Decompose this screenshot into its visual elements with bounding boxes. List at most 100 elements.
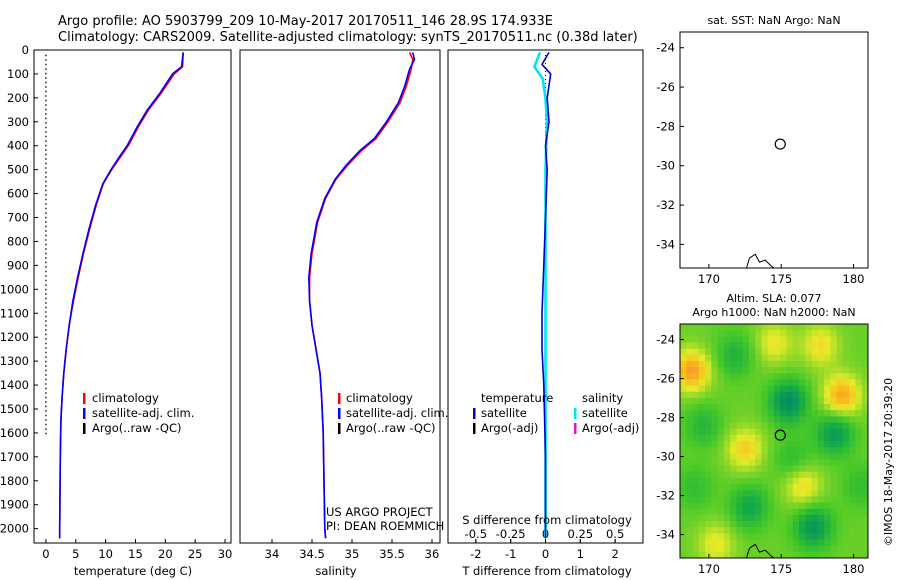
sla-cell: [680, 521, 687, 528]
sla-cell: [824, 342, 831, 350]
sla-cell: [849, 545, 857, 553]
sla-cell: [755, 434, 763, 442]
legend-title-salinity: salinity: [582, 391, 623, 405]
sla-cell: [686, 385, 694, 393]
sla-cell: [774, 434, 781, 442]
salinity-tick-label: 34: [265, 547, 280, 561]
sla-cell: [698, 348, 706, 356]
sla-cell: [761, 373, 769, 381]
sla-cell: [780, 379, 788, 387]
sla-cell: [830, 477, 838, 485]
sla-cell: [755, 496, 763, 504]
sla-cell: [767, 496, 775, 504]
sla-cell: [811, 502, 819, 510]
sla-cell: [811, 539, 819, 547]
sla-cell: [774, 441, 781, 448]
sla-cell: [711, 367, 719, 374]
sla-cell: [705, 360, 712, 368]
sla-cell: [824, 508, 831, 516]
sla-cell: [748, 354, 756, 362]
sla-cell: [824, 502, 831, 510]
sla-cell: [855, 551, 863, 558]
depth-tick-label: 1800: [0, 474, 29, 488]
sla-cell: [855, 434, 863, 442]
sla-cell: [761, 428, 769, 436]
sla-cell: [792, 465, 800, 473]
sla-cell: [792, 484, 800, 491]
sla-cell: [842, 391, 850, 399]
sla-cell: [730, 348, 737, 356]
legend-swatch-argo: [338, 423, 341, 434]
sla-cell: [774, 354, 781, 362]
sla-cell: [730, 416, 737, 424]
sla-cell: [786, 441, 794, 448]
sla-cell: [849, 336, 857, 344]
sla-cell: [792, 342, 800, 350]
sla-cell: [736, 428, 744, 436]
sla-cell: [723, 416, 731, 424]
sla-cell: [736, 453, 744, 461]
sla-cell: [748, 348, 756, 356]
sla-cell: [830, 330, 838, 337]
sla-cell: [849, 521, 857, 528]
sla-cell: [855, 385, 863, 393]
sla-cell: [748, 490, 756, 498]
sla-cell: [861, 533, 868, 541]
sla-cell: [836, 367, 844, 374]
sla-cell: [736, 508, 744, 516]
sla-cell: [799, 508, 806, 516]
temperature-difference-tick-label: 2: [611, 547, 618, 561]
sla-cell: [692, 422, 700, 430]
sla-cell: [780, 551, 788, 558]
sla-cell: [786, 551, 794, 558]
sla-cell: [761, 545, 769, 553]
sla-cell: [705, 391, 712, 399]
sla-cell: [698, 354, 706, 362]
sla-cell: [717, 441, 725, 448]
sla-cell: [811, 545, 819, 553]
sla-cell: [698, 453, 706, 461]
sla-cell: [761, 502, 769, 510]
sla-cell: [830, 502, 838, 510]
sla-cell: [780, 453, 788, 461]
sla-cell: [774, 490, 781, 498]
sla-cell: [711, 391, 719, 399]
sla-cell: [824, 471, 831, 479]
sla-cell: [780, 360, 788, 368]
sla-cell: [723, 330, 731, 337]
sla-cell: [755, 428, 763, 436]
sla-cell: [748, 508, 756, 516]
sla-cell: [817, 539, 825, 547]
sla-cell: [711, 527, 719, 534]
sla-cell: [849, 360, 857, 368]
sla-cell: [698, 539, 706, 547]
sla-cell: [780, 410, 788, 417]
sla-cell: [698, 410, 706, 417]
sla-cell: [730, 354, 737, 362]
sla-cell: [686, 410, 694, 417]
sla-cell: [680, 428, 687, 436]
sla-cell: [680, 422, 687, 430]
sla-cell: [805, 496, 813, 504]
sla-cell: [761, 459, 769, 467]
sla-map-lat-label: -32: [656, 489, 675, 503]
sla-cell: [723, 545, 731, 553]
sla-cell: [774, 459, 781, 467]
sla-cell: [723, 551, 731, 558]
sla-cell: [736, 404, 744, 411]
sla-cell: [774, 404, 781, 411]
sla-cell: [767, 508, 775, 516]
sla-cell: [717, 527, 725, 534]
sla-cell: [748, 533, 756, 541]
sla-cell: [717, 502, 725, 510]
sla-cell: [705, 428, 712, 436]
sla-cell: [805, 490, 813, 498]
sla-cell: [786, 342, 794, 350]
sla-cell: [748, 360, 756, 368]
sla-cell: [855, 428, 863, 436]
sla-cell: [836, 360, 844, 368]
sla-cell: [767, 434, 775, 442]
sla-cell: [711, 434, 719, 442]
sla-cell: [824, 385, 831, 393]
sla-cell: [855, 484, 863, 491]
